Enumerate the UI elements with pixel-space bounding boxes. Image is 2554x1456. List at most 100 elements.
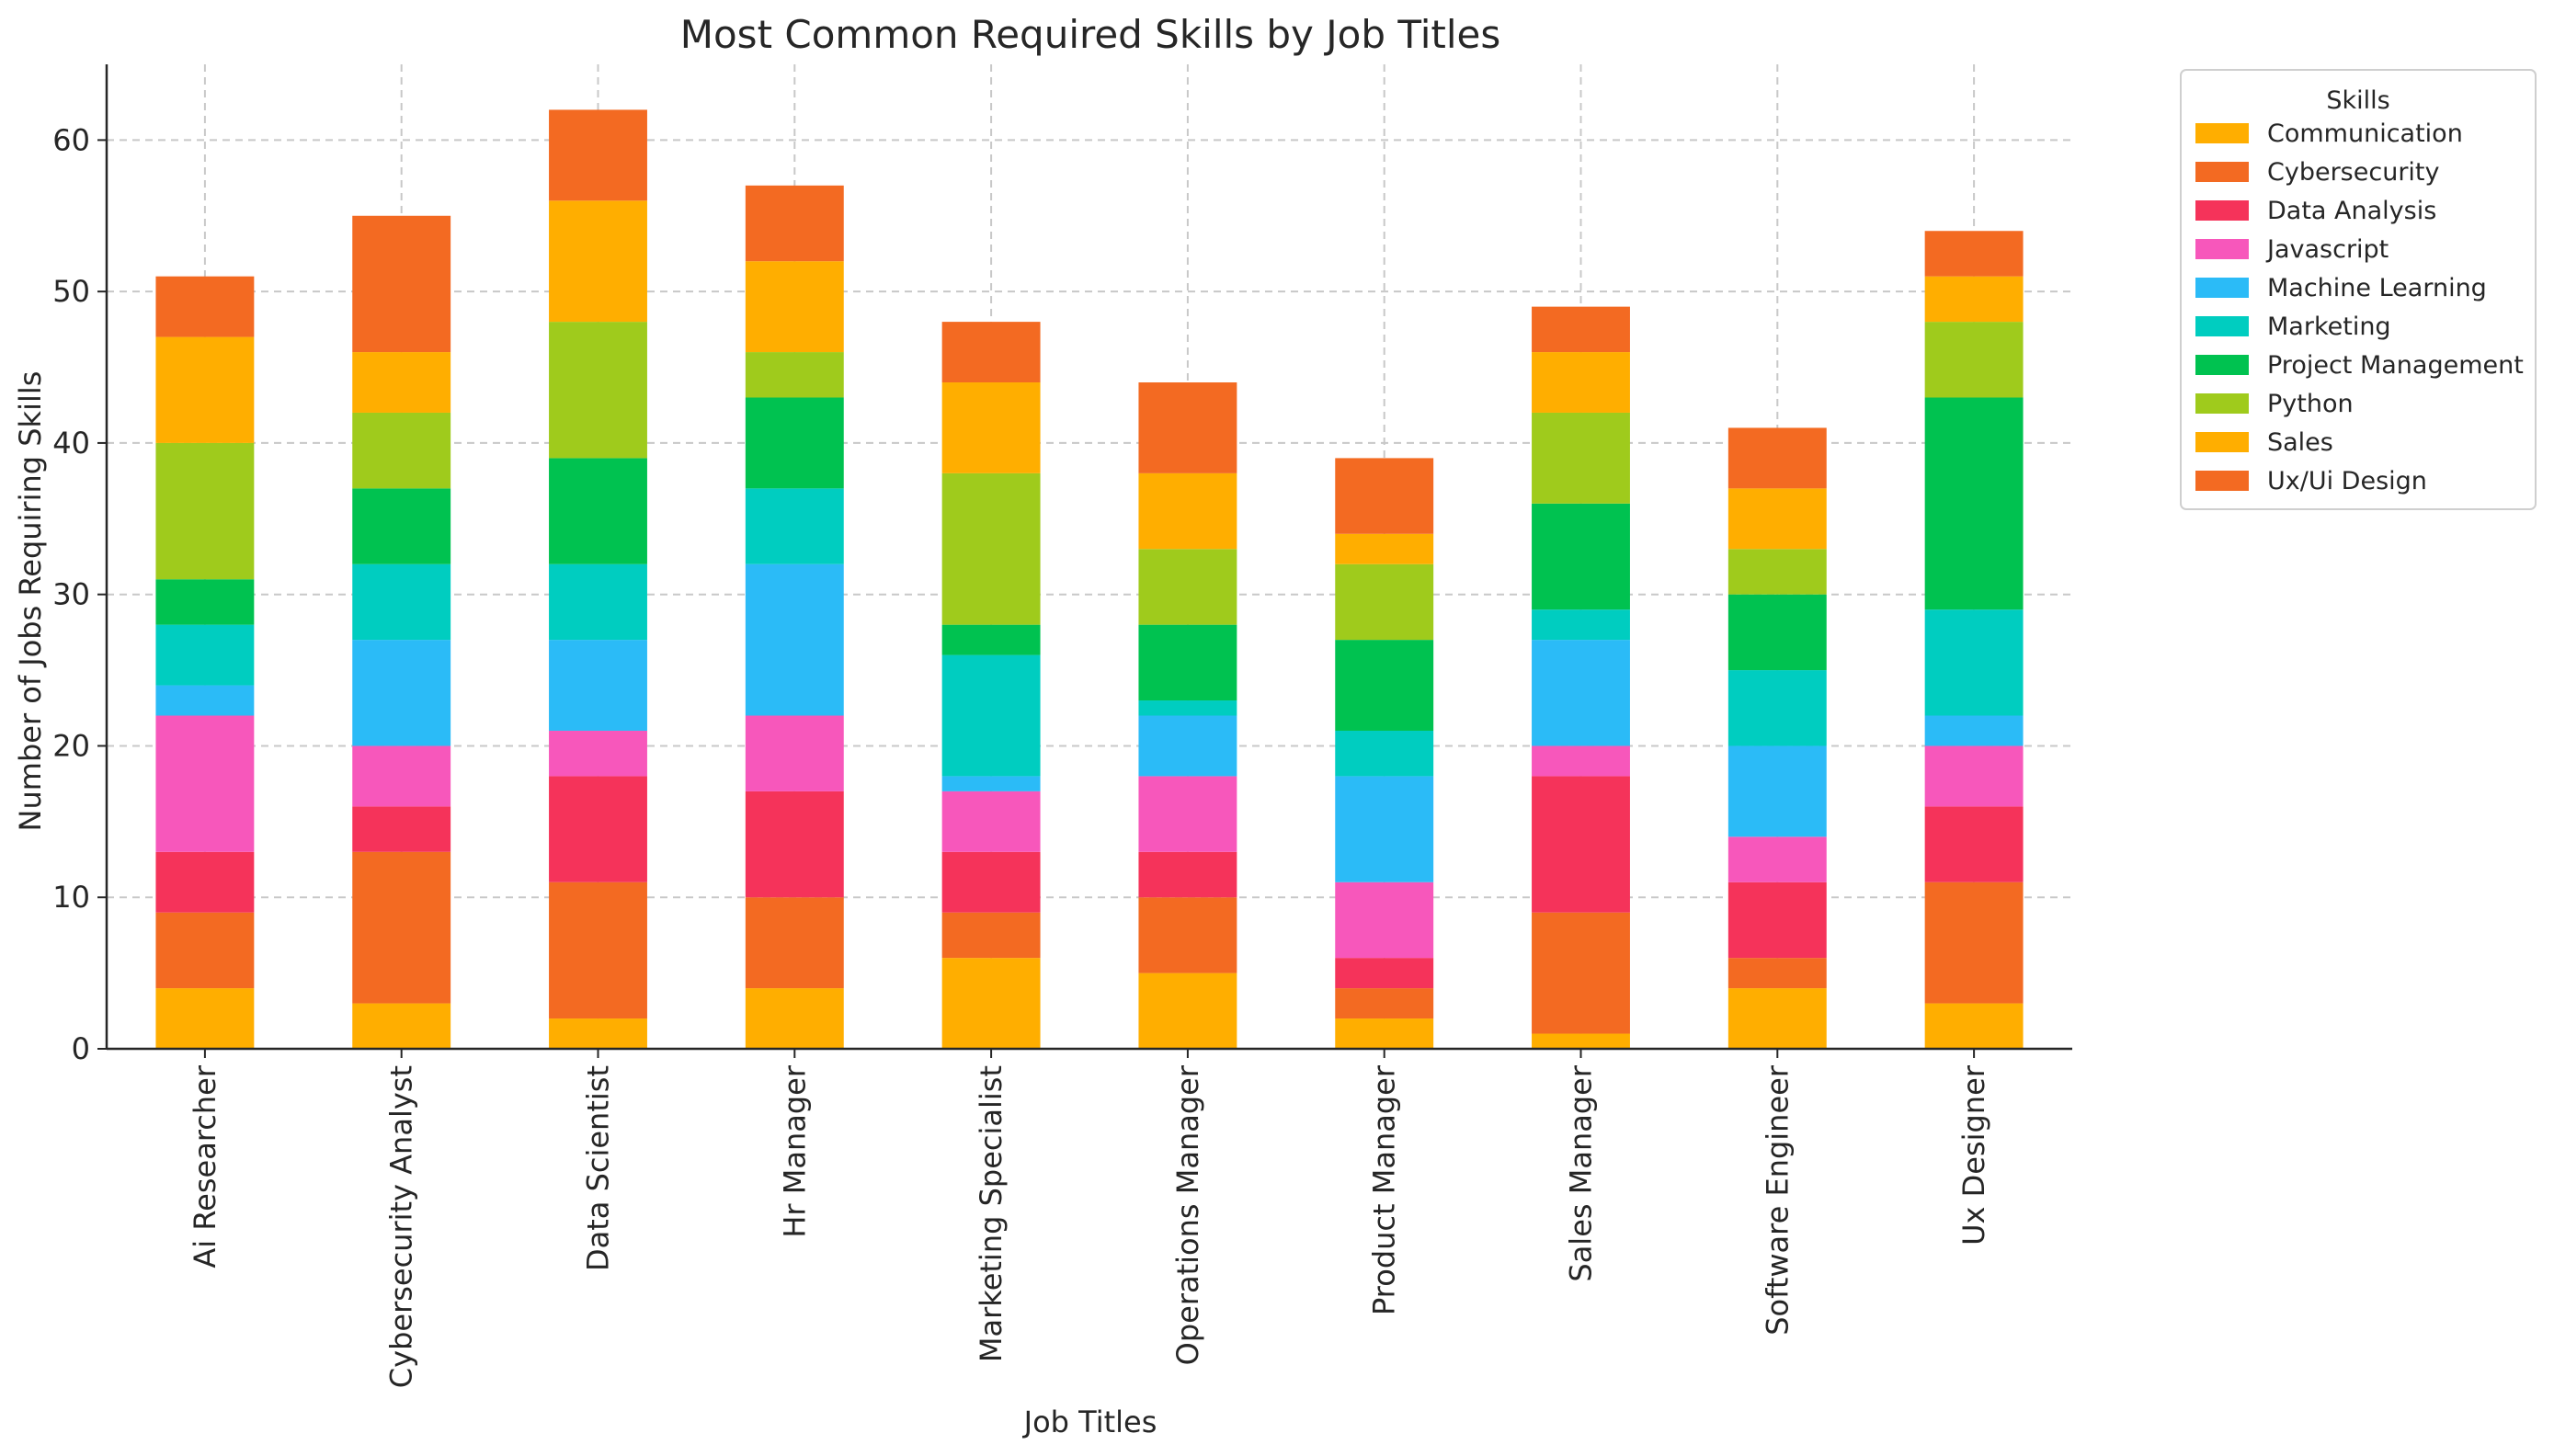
bar-segment — [549, 776, 647, 882]
bar-segment — [1138, 624, 1237, 701]
bar-segment — [1532, 745, 1630, 777]
legend-label: Marketing — [2267, 313, 2391, 341]
legend-label: Cybersecurity — [2267, 158, 2440, 187]
bar-segment — [745, 791, 844, 898]
bar-segment — [1727, 594, 1827, 671]
bar-segment — [549, 458, 647, 564]
x-tick-label: Product Manager — [1367, 1064, 1402, 1315]
legend-swatch — [2195, 432, 2249, 452]
x-tick-label: Hr Manager — [777, 1064, 812, 1238]
x-tick-labels: Ai Researcher Cybersecurity Analyst Data S… — [188, 1049, 1991, 1388]
legend-label: Machine Learning — [2267, 274, 2487, 302]
x-tick-label: Sales Manager — [1564, 1064, 1599, 1281]
x-tick-label: Ux Designer — [1956, 1064, 1991, 1246]
legend-swatch — [2195, 278, 2249, 298]
y-tick-labels: 0 10 20 30 40 50 60 — [52, 122, 107, 1066]
bar-segment — [1138, 851, 1237, 898]
bar-segment — [1727, 745, 1827, 837]
bar-segment — [155, 336, 255, 443]
chart-title: Most Common Required Skills by Job Title… — [680, 12, 1501, 57]
bar-segment — [352, 488, 451, 564]
bar-segment — [941, 322, 1041, 383]
bar-segment — [549, 1018, 647, 1049]
bar-segment — [745, 352, 844, 398]
bar-segment — [1727, 958, 1827, 989]
bar-segment — [1727, 670, 1827, 746]
bar-segment — [549, 730, 647, 777]
legend-frame — [2180, 69, 2537, 510]
bar-segment — [549, 109, 647, 201]
bar-segment — [1532, 776, 1630, 913]
bar-segment — [155, 912, 255, 989]
bar-segment — [1138, 549, 1237, 625]
bar-segment — [1138, 973, 1237, 1049]
y-tick-label: 60 — [52, 122, 90, 157]
bar-segment — [1138, 776, 1237, 852]
x-tick-label: Operations Manager — [1170, 1064, 1205, 1365]
bar-segment — [1924, 1003, 2024, 1049]
bar-segment — [745, 397, 844, 489]
bar-segment — [1335, 458, 1434, 534]
bar-segment — [745, 715, 844, 791]
bar-segment — [1138, 382, 1237, 473]
legend-title: Skills — [2326, 86, 2389, 115]
y-tick-label: 0 — [72, 1031, 90, 1066]
bar-segment — [1924, 276, 2024, 323]
bar-segment — [1727, 882, 1827, 959]
bar-segment — [1532, 640, 1630, 746]
bar-segment — [352, 412, 451, 489]
bars-group — [155, 109, 2024, 1049]
bar-segment — [1727, 988, 1827, 1049]
bar-segment — [1335, 533, 1434, 564]
bar-segment — [1532, 609, 1630, 641]
bar-segment — [1138, 472, 1237, 550]
bar-segment — [1532, 912, 1630, 1034]
bar-segment — [941, 791, 1041, 852]
bar-segment — [1924, 715, 2024, 746]
bar-segment — [1924, 882, 2024, 1004]
x-axis-label: Job Titles — [1022, 1405, 1157, 1439]
legend-label: Communication — [2267, 119, 2463, 148]
bar-segment — [745, 897, 844, 989]
bar-segment — [352, 215, 451, 353]
bar-segment — [745, 185, 844, 262]
y-tick-label: 20 — [52, 728, 90, 763]
bar-segment — [1532, 306, 1630, 353]
y-tick-label: 10 — [52, 880, 90, 915]
bar-segment — [941, 624, 1041, 655]
legend-swatch — [2195, 471, 2249, 491]
bar-segment — [352, 352, 451, 413]
axes-group — [105, 64, 2072, 1051]
bar-segment — [352, 745, 451, 807]
bar-segment — [1138, 715, 1237, 777]
y-axis-label: Number of Jobs Requiring Skills — [13, 371, 48, 832]
bar-segment — [1335, 988, 1434, 1019]
bar-segment — [1924, 745, 2024, 807]
bar-segment — [745, 563, 844, 716]
x-tick-label: Ai Researcher — [188, 1064, 222, 1268]
legend-label: Sales — [2267, 428, 2333, 457]
bar-segment — [1924, 609, 2024, 716]
bar-segment — [155, 988, 255, 1049]
bar-segment — [1532, 1033, 1630, 1049]
bar-segment — [352, 851, 451, 1004]
legend: Skills Communication Cybersecurity Data An… — [2180, 69, 2537, 510]
bar-segment — [1924, 322, 2024, 398]
legend-swatch — [2195, 393, 2249, 414]
bar-segment — [941, 382, 1041, 473]
legend-items: Communication Cybersecurity Data Analysis J… — [2195, 119, 2524, 495]
bar-segment — [1924, 806, 2024, 882]
bar-segment — [941, 958, 1041, 1049]
legend-label: Javascript — [2265, 235, 2389, 264]
bar-segment — [1727, 427, 1827, 489]
bar-segment — [1138, 897, 1237, 973]
x-tick-label: Marketing Specialist — [974, 1065, 1009, 1362]
bar-segment — [155, 715, 255, 852]
bar-segment — [1532, 352, 1630, 413]
bar-segment — [941, 776, 1041, 791]
bar-segment — [155, 442, 255, 580]
bar-segment — [1924, 397, 2024, 610]
legend-swatch — [2195, 355, 2249, 375]
